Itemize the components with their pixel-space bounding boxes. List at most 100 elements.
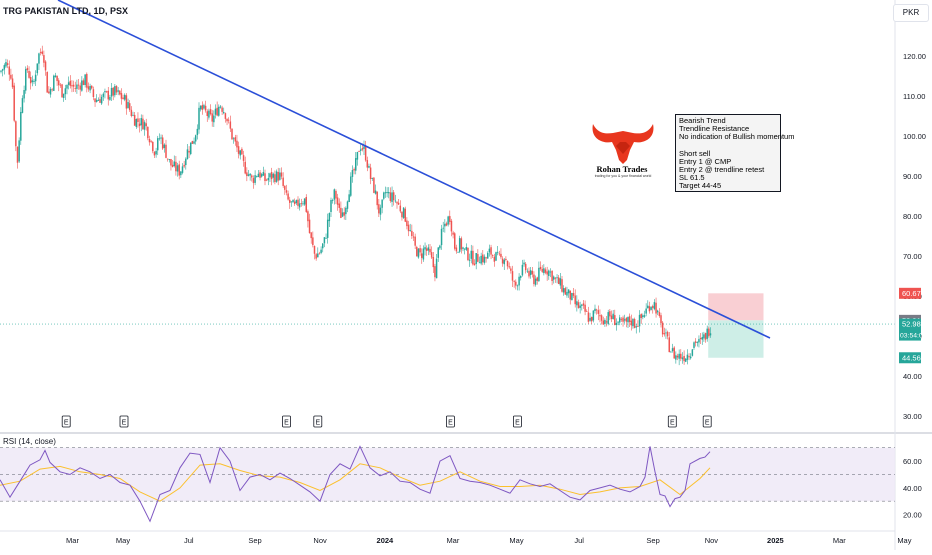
time-axis-label: Jul xyxy=(184,536,194,545)
candle-body xyxy=(511,271,514,281)
candle-body xyxy=(505,258,507,260)
candle-body xyxy=(307,211,309,222)
annotation-line: Entry 1 @ CMP xyxy=(679,156,732,166)
rsi-axis-label: 60.00 xyxy=(903,457,922,466)
candle-body xyxy=(694,341,697,343)
candle-body xyxy=(419,248,421,253)
candle-body xyxy=(696,342,699,343)
candle-body xyxy=(308,219,311,234)
candle-body xyxy=(36,63,39,74)
candle-body xyxy=(206,111,208,117)
candle-body xyxy=(557,277,560,284)
candle-body xyxy=(640,314,642,318)
candle-body xyxy=(142,118,144,130)
candle-body xyxy=(49,88,52,95)
candle-body xyxy=(422,248,425,260)
candle-body xyxy=(643,315,646,317)
candle-body xyxy=(688,356,690,358)
candle-body xyxy=(589,317,591,321)
candle-body xyxy=(503,259,505,265)
rsi-line xyxy=(0,445,711,523)
candle-body xyxy=(359,149,362,151)
candle-body xyxy=(501,258,504,264)
candle-body xyxy=(16,146,19,163)
candle-body xyxy=(77,84,80,86)
candle-body xyxy=(467,247,469,261)
candle-body xyxy=(635,326,637,328)
candle-body xyxy=(290,201,293,203)
candle-body xyxy=(194,135,197,142)
candle-body xyxy=(298,203,301,208)
earnings-marker xyxy=(513,415,522,428)
candle-body xyxy=(561,279,563,292)
candle-body xyxy=(59,84,62,86)
candle-body xyxy=(470,250,472,259)
price-tag-label: 52.98 xyxy=(902,320,921,329)
candle-body xyxy=(445,223,448,226)
candle-body xyxy=(193,141,195,144)
candle-body xyxy=(272,173,274,178)
candle-body xyxy=(541,268,543,272)
candle-body xyxy=(708,328,710,337)
candle-body xyxy=(26,68,29,71)
candle-body xyxy=(31,80,34,83)
candle-body xyxy=(338,203,340,208)
candle-body xyxy=(213,115,215,123)
rsi-indicator-label[interactable]: RSI (14, close) xyxy=(3,437,56,446)
candle-body xyxy=(232,138,235,140)
candle-body xyxy=(292,199,294,203)
candle-body xyxy=(617,321,619,323)
candle-body xyxy=(163,144,166,148)
candle-body xyxy=(227,119,230,121)
candle-body xyxy=(376,191,378,206)
candle-body xyxy=(191,140,194,144)
price-tag-label: 44.56 xyxy=(902,353,921,362)
candle-body xyxy=(284,185,286,190)
candle-body xyxy=(518,276,520,286)
candle-body xyxy=(341,212,344,217)
candle-body xyxy=(72,84,75,87)
candle-body xyxy=(369,167,372,179)
time-axis-label: Mar xyxy=(833,536,846,545)
candle-body xyxy=(625,317,628,322)
candle-body xyxy=(642,315,644,318)
candle-body xyxy=(236,140,238,148)
candle-body xyxy=(186,149,189,160)
candle-body xyxy=(198,107,200,130)
price-tag-target xyxy=(899,352,921,364)
candle-body xyxy=(604,319,606,325)
candle-body xyxy=(414,236,416,246)
candle-body xyxy=(1,69,4,71)
candle-body xyxy=(406,220,408,227)
candle-body xyxy=(320,249,322,254)
candle-body xyxy=(6,63,9,65)
candle-body xyxy=(231,128,233,140)
currency-button[interactable]: PKR xyxy=(893,4,929,22)
candle-body xyxy=(701,336,703,340)
annotation-line: Short sell xyxy=(679,148,711,158)
candle-body xyxy=(100,96,103,104)
candle-body xyxy=(201,105,204,110)
candle-body xyxy=(526,270,529,272)
candle-body xyxy=(531,270,534,275)
candle-body xyxy=(592,310,595,321)
price-tag-last xyxy=(899,318,921,341)
candle-body xyxy=(76,84,78,89)
candle-body xyxy=(500,253,502,258)
candle-body xyxy=(658,312,661,316)
trendline-group[interactable] xyxy=(57,0,771,339)
trade-annotation-note[interactable]: Bearish Trend Trendline Resistance No in… xyxy=(675,114,794,192)
candle-body xyxy=(482,254,484,263)
candle-body xyxy=(277,172,279,181)
candle-body xyxy=(394,200,397,202)
candle-body xyxy=(119,90,121,95)
candle-body xyxy=(138,123,141,127)
candle-body xyxy=(310,232,312,239)
candle-body xyxy=(124,94,126,100)
candle-body xyxy=(132,114,134,116)
earnings-marker-label: E xyxy=(122,420,127,427)
candle-body xyxy=(137,118,139,123)
candle-body xyxy=(594,308,596,311)
